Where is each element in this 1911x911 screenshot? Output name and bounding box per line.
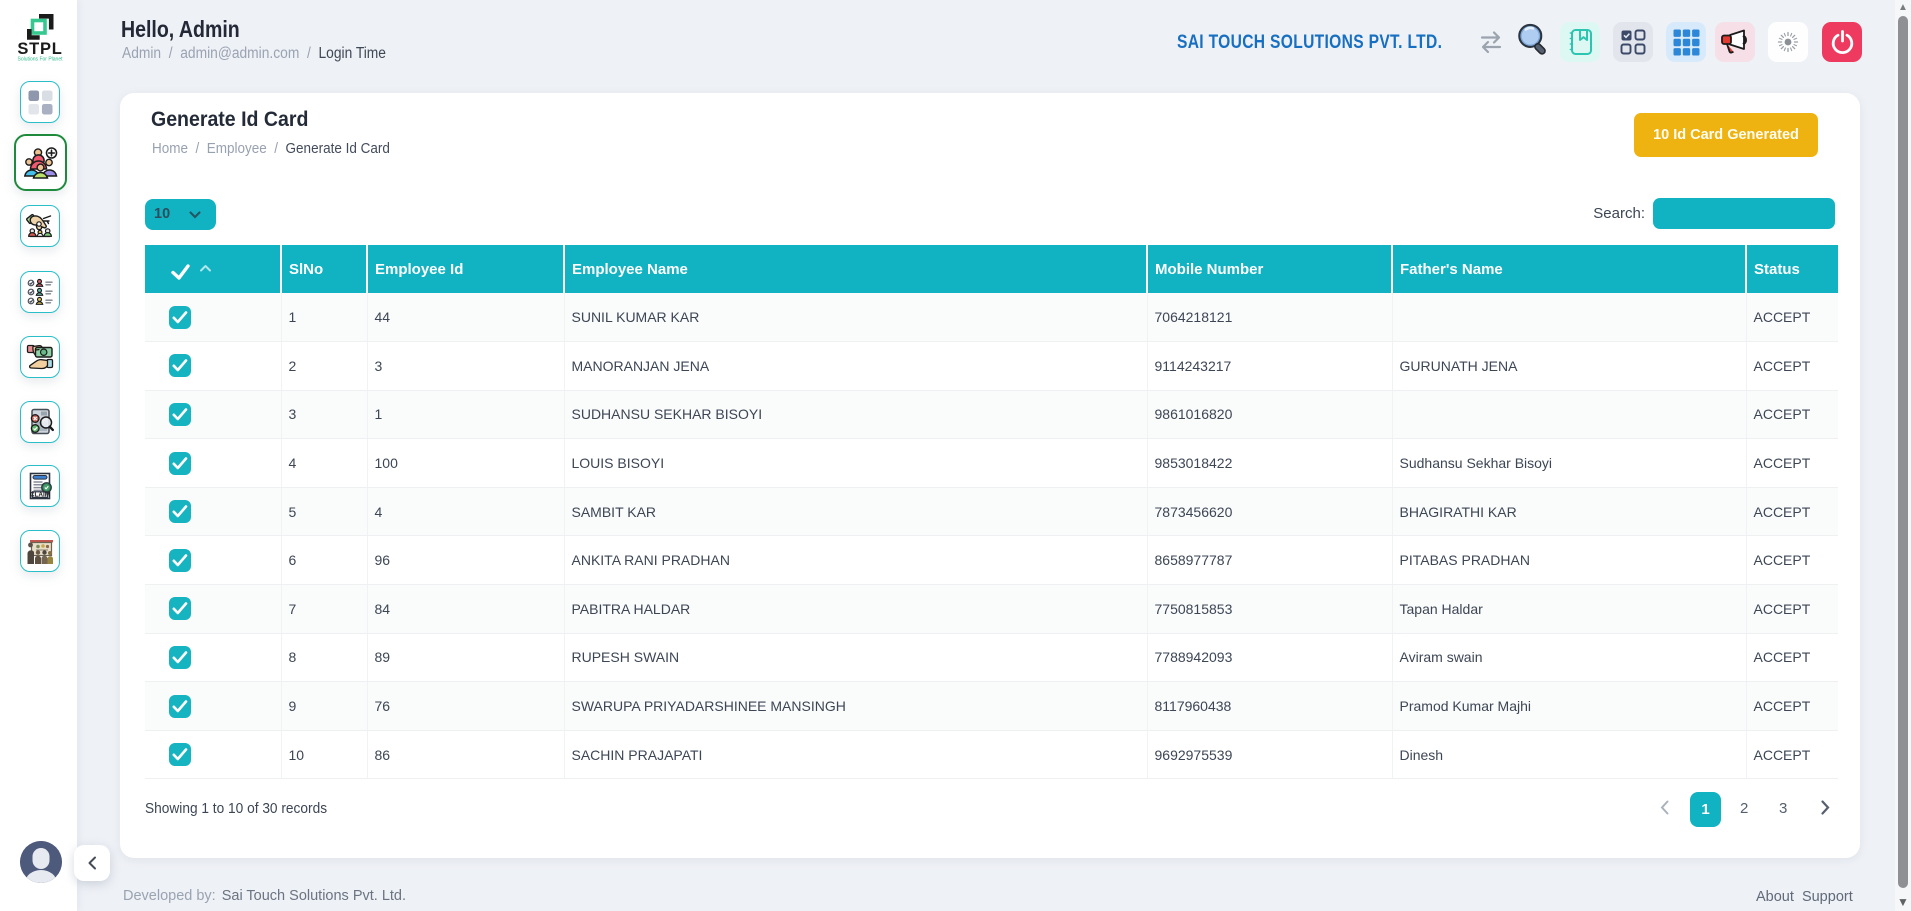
svg-text:CLAIM: CLAIM xyxy=(30,492,50,499)
svg-text:STPL: STPL xyxy=(17,40,62,58)
svg-text:Solutions For Planet: Solutions For Planet xyxy=(17,57,63,63)
